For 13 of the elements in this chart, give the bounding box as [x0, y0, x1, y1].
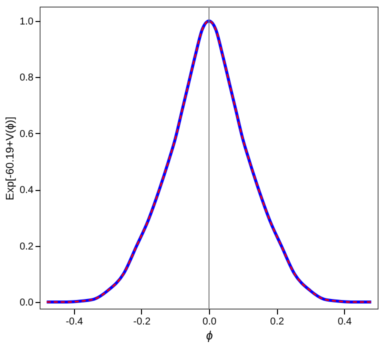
y-axis-title: Exp[-60.19+V(ϕ)] — [4, 116, 17, 200]
y-tick-label: 1.0 — [20, 16, 34, 28]
y-tick-label: 0.0 — [20, 297, 34, 308]
x-tick-label: 0.4 — [338, 316, 352, 328]
y-tick-label: 0.8 — [20, 72, 34, 84]
x-tick-label: -0.2 — [133, 316, 151, 328]
y-tick-label: 0.2 — [20, 241, 34, 252]
x-tick-label: -0.4 — [66, 316, 84, 328]
x-tick-label: 0.0 — [202, 316, 217, 328]
x-axis-title: ϕ — [206, 328, 214, 342]
x-tick-label: 0.2 — [270, 316, 284, 328]
y-tick-label: 0.6 — [20, 128, 34, 140]
y-tick-label: 0.4 — [20, 185, 34, 196]
